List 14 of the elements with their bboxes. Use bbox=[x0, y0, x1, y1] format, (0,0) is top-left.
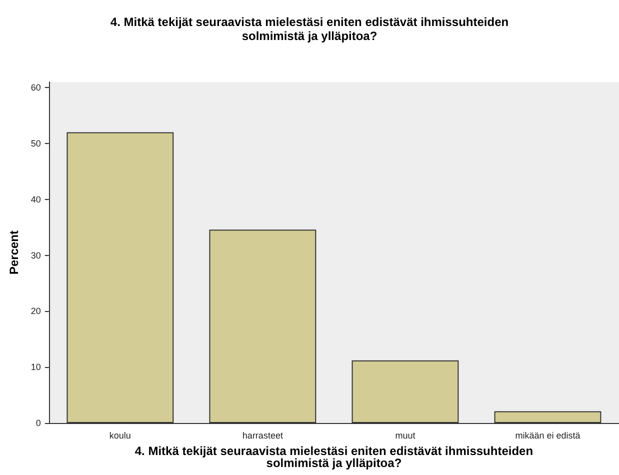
y-tick-label: 0 bbox=[36, 418, 41, 428]
y-tick-label: 40 bbox=[30, 194, 41, 204]
x-tick-label: muut bbox=[395, 430, 416, 440]
chart-title: 4. Mitkä tekijät seuraavista mielestäsi eniten edistävät ihmissuhteiden solmimistä ja ylläpitoa? bbox=[110, 15, 509, 43]
y-tick-label: 20 bbox=[30, 306, 41, 316]
y-tick-label: 50 bbox=[30, 138, 41, 148]
y-tick-label: 60 bbox=[30, 82, 41, 93]
y-tick-label: 10 bbox=[30, 362, 41, 372]
x-tick-label: mikään ei edistä bbox=[515, 430, 580, 440]
x-tick-label: harrasteet bbox=[242, 430, 284, 440]
x-tick-label: koulu bbox=[109, 430, 131, 440]
y-tick-label: 30 bbox=[30, 250, 41, 260]
x-axis-title: 4. Mitkä tekijät seuraavista mielestäsi eniten edistävät ihmissuhteiden solmimistä ja ylläpitoa? bbox=[134, 444, 534, 470]
y-axis-title: Percent bbox=[7, 230, 21, 275]
